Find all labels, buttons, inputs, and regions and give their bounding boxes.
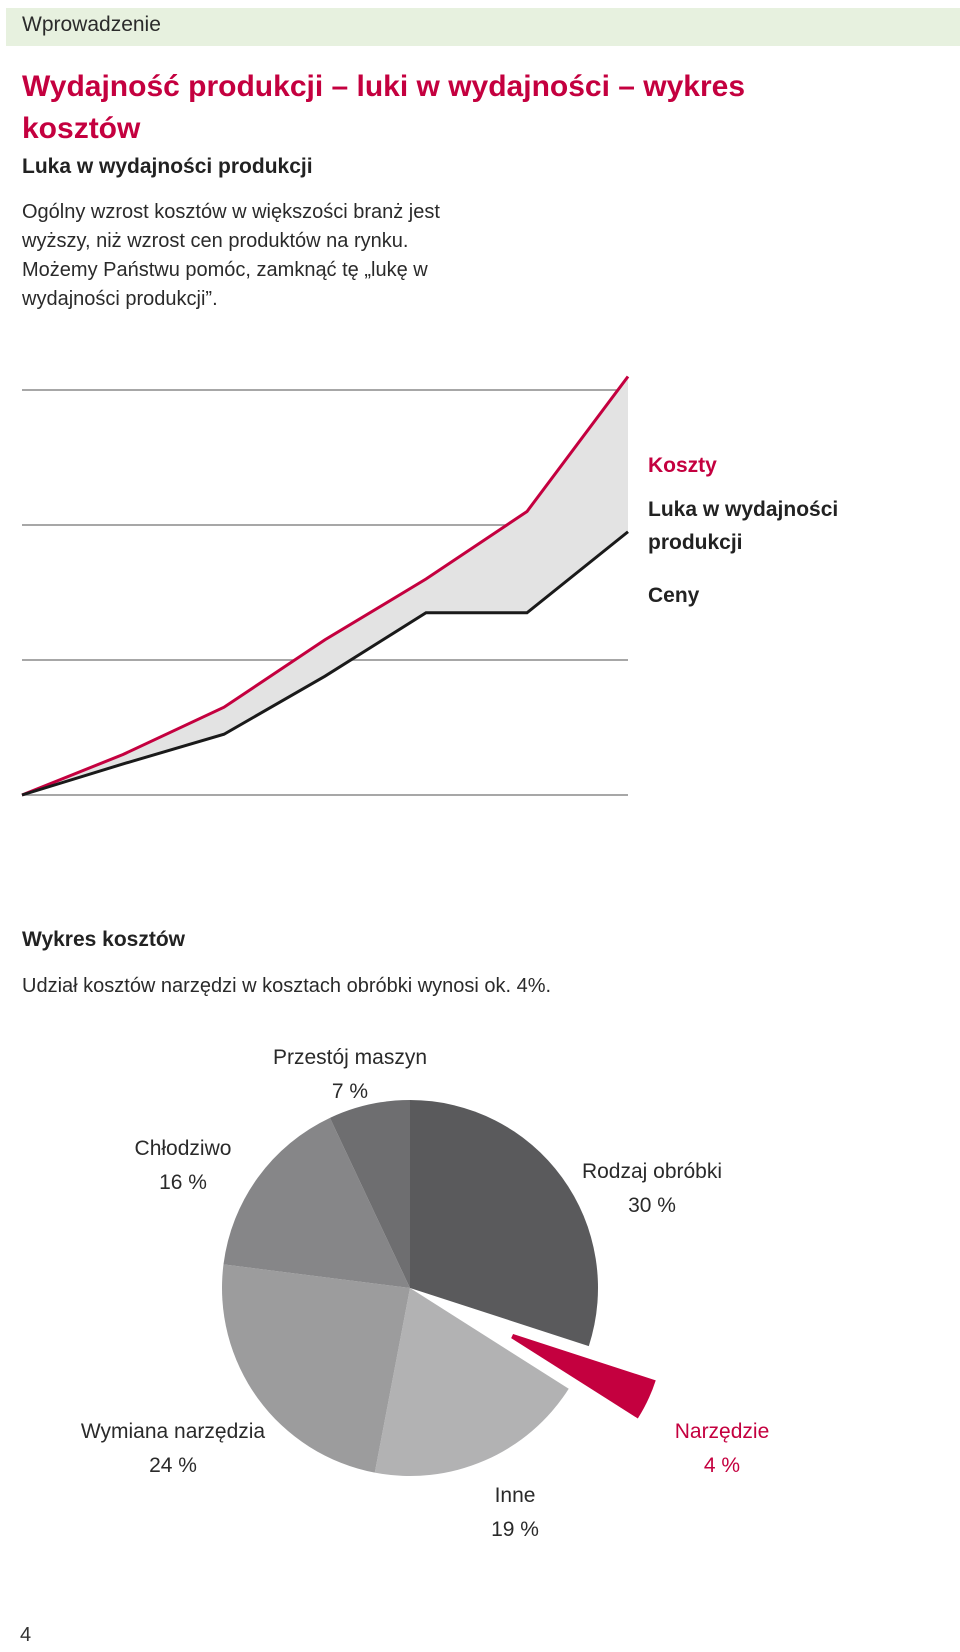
gap-heading: Luka w wydajności produkcji — [22, 155, 313, 178]
costs-heading: Wykres kosztów — [22, 928, 186, 951]
series-label-koszty: Koszty — [648, 454, 717, 477]
slice-percent: 24 % — [149, 1454, 197, 1477]
slice-label: Rodzaj obróbki — [582, 1160, 722, 1183]
series-line-ceny — [21, 530, 629, 797]
section-label: Wprowadzenie — [22, 13, 161, 36]
pie-slice-5 — [329, 1100, 410, 1288]
slice-percent: 19 % — [491, 1518, 539, 1541]
series-line-koszty — [21, 375, 630, 797]
slice-label: Chłodziwo — [135, 1137, 232, 1160]
slice-percent: 16 % — [159, 1171, 207, 1194]
pie-slice-3 — [222, 1264, 410, 1473]
slice-label: Narzędzie — [675, 1420, 770, 1443]
page-title: Wydajność produkcji – luki w wydajności … — [22, 70, 746, 145]
series-label-ceny: Ceny — [648, 584, 700, 607]
slice-percent: 4 % — [704, 1454, 740, 1477]
band-label: Luka w wydajności produkcji — [648, 498, 844, 554]
slice-label: Wymiana narzędzia — [81, 1420, 266, 1443]
costs-paragraph: Udział kosztów narzędzi w kosztach obrób… — [22, 975, 552, 997]
pie-slice-4 — [223, 1117, 410, 1288]
pie-slice-0 — [410, 1100, 598, 1347]
page-number: 4 — [20, 1624, 32, 1646]
slice-label: Inne — [495, 1484, 536, 1507]
gap-band — [22, 376, 628, 795]
slice-percent: 7 % — [332, 1080, 368, 1103]
cost-pie-chart: Rodzaj obróbki 30 % Narzędzie 4 % Inne 19 % Wy… — [81, 1046, 770, 1541]
header-band — [6, 8, 960, 46]
pie-slice-2 — [374, 1288, 569, 1476]
pie-slice-1 — [511, 1334, 656, 1419]
gap-paragraph: Ogólny wzrost kosztów w większości branż… — [22, 201, 440, 310]
slice-percent: 30 % — [628, 1194, 676, 1217]
slice-label: Przestój maszyn — [273, 1046, 427, 1069]
productivity-gap-chart: Koszty Luka w wydajności produkcji Ceny — [21, 375, 844, 797]
